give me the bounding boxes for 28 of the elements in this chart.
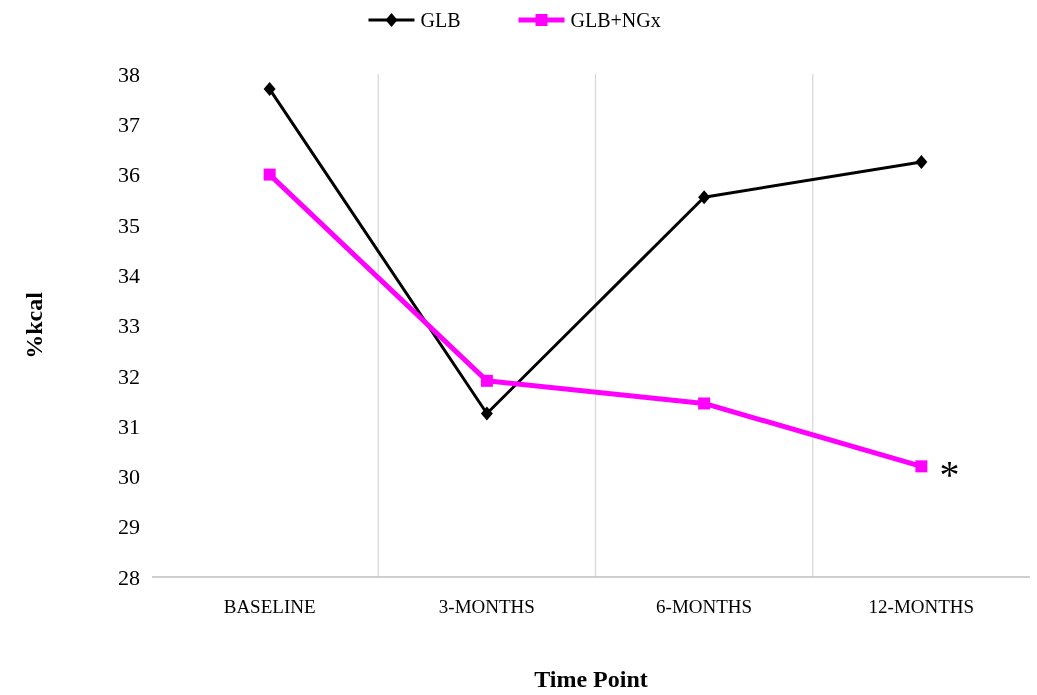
point bbox=[698, 397, 711, 410]
point bbox=[480, 374, 493, 387]
x-tick-label: 6-MONTHS bbox=[656, 596, 753, 617]
legend-label: GLB bbox=[420, 9, 461, 31]
y-tick-label: 33 bbox=[118, 313, 140, 339]
x-tick-label: 12-MONTHS bbox=[868, 596, 975, 617]
y-tick-label: 30 bbox=[118, 464, 140, 490]
y-tick-label: 36 bbox=[118, 162, 140, 188]
y-tick-label: 28 bbox=[118, 564, 140, 590]
y-tick-label: 32 bbox=[118, 363, 140, 389]
y-tick-label: 29 bbox=[118, 514, 140, 540]
point bbox=[698, 190, 711, 205]
annotation: * bbox=[939, 452, 960, 498]
point bbox=[263, 82, 276, 97]
point bbox=[915, 460, 928, 473]
y-tick-label: 31 bbox=[118, 413, 140, 439]
y-axis-title: %kcal bbox=[21, 291, 47, 359]
point bbox=[263, 168, 276, 181]
point bbox=[915, 155, 928, 170]
point bbox=[480, 406, 493, 421]
y-tick-label: 35 bbox=[118, 212, 140, 238]
x-axis-title: Time Point bbox=[534, 666, 648, 692]
y-tick-label: 38 bbox=[118, 61, 140, 87]
y-tick-label: 34 bbox=[118, 262, 140, 288]
x-tick-label: BASELINE bbox=[223, 596, 316, 617]
legend-label: GLB+NGx bbox=[570, 9, 661, 31]
y-tick-label: 37 bbox=[118, 112, 140, 137]
x-tick-label: 3-MONTHS bbox=[438, 596, 535, 617]
